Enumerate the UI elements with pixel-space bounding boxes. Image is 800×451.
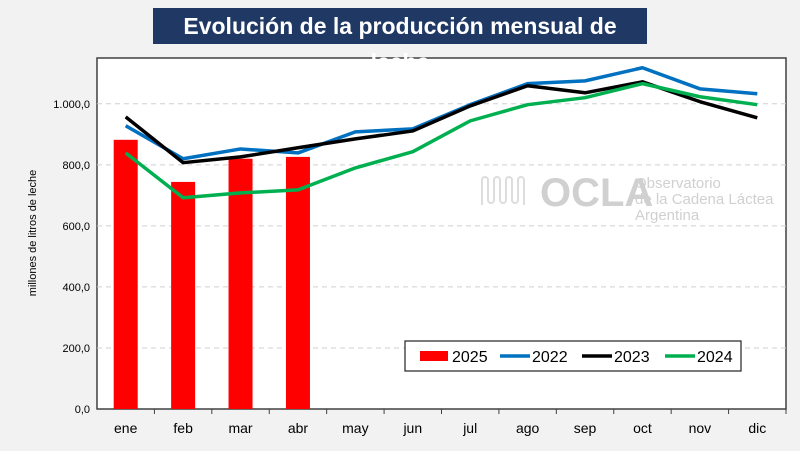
x-tick-label: dic [748,420,766,436]
bar-2025-feb [171,181,196,409]
x-tick-label: sep [574,420,597,436]
chart-title: Evolución de la producción mensual de le… [153,8,647,75]
y-tick-label: 600,0 [62,221,90,233]
x-tick-label: jul [462,420,477,436]
y-tick-label: 1.000,0 [53,99,90,111]
watermark-line1: Observatorio [635,175,721,192]
x-tick-label: ago [516,420,540,436]
bar-2025-abr [285,156,310,409]
watermark-line3: Argentina [635,207,700,224]
watermark-logo: OCLA [540,171,653,215]
watermark: OCLA Observatorio de la Cadena Láctea Ar… [481,171,774,224]
watermark-line2: de la Cadena Láctea [635,191,774,208]
x-tick-label: ene [114,420,138,436]
y-tick-label: 0,0 [75,404,90,416]
legend-label-2022: 2022 [532,349,568,366]
y-tick-label: 400,0 [62,282,90,294]
x-tick-label: jun [402,420,422,436]
ocla-logo-icon [481,176,525,205]
x-tick-label: mar [228,420,252,436]
x-tick-label: may [342,420,368,436]
bar-2025-ene [113,139,138,409]
x-tick-label: nov [689,420,712,436]
bar-2025-mar [228,158,253,409]
x-tick-label: abr [288,420,309,436]
x-tick-label: feb [173,420,193,436]
x-tick-label: oct [633,420,652,436]
line-2024 [124,81,758,200]
y-tick-label: 200,0 [62,343,90,355]
legend: 2025 2022 2023 2024 [404,340,742,372]
y-axis-label: millones de litros de leche [27,170,39,297]
legend-label-2024: 2024 [697,349,733,366]
legend-label-2025: 2025 [452,349,488,366]
y-tick-label: 800,0 [62,160,90,172]
legend-swatch-2025 [420,351,448,361]
legend-label-2023: 2023 [614,349,650,366]
